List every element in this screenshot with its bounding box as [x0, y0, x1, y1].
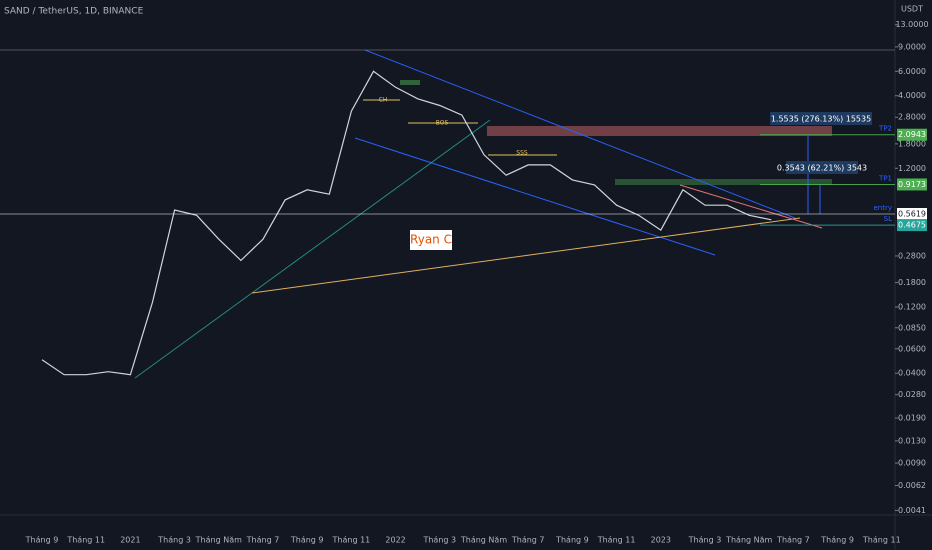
y-tick-label: 2.8000: [898, 113, 926, 122]
price-tag-label: 0.9173: [898, 180, 926, 189]
zone: [400, 80, 420, 85]
x-tick-label: Tháng 9: [555, 536, 589, 545]
y-tick-label: 0.0090: [898, 459, 926, 468]
y-tick-label: 0.0850: [898, 323, 926, 332]
y-tick-label: 0.0280: [898, 390, 926, 399]
y-tick-label: 6.0000: [898, 67, 926, 76]
x-tick-label: Tháng 7: [246, 536, 280, 545]
trend-line: [134, 119, 491, 379]
x-tick-label: Tháng Năm: [725, 536, 772, 545]
x-tick-label: Tháng Năm: [460, 536, 507, 545]
x-tick-label: Tháng 7: [776, 536, 810, 545]
structure-label: SSS: [516, 150, 528, 157]
x-tick-label: Tháng 9: [290, 536, 324, 545]
x-tick-label: Tháng Năm: [195, 536, 242, 545]
x-tick-label: Tháng 9: [820, 536, 854, 545]
demand-zone: [615, 179, 832, 185]
x-tick-label: 2023: [651, 536, 671, 545]
watermark: Ryan C: [410, 233, 452, 247]
level-name: SL: [884, 215, 892, 223]
level-name: TP1: [878, 174, 892, 182]
measure-box: [770, 112, 872, 125]
y-tick-label: 1.8000: [898, 139, 926, 148]
price-tag-label: 0.5619: [898, 209, 926, 218]
supply-zone: [487, 126, 832, 136]
x-tick-label: Tháng 11: [862, 536, 901, 545]
x-tick-label: Tháng 3: [157, 536, 191, 545]
price-tag-label: 0.4675: [898, 221, 926, 230]
y-tick-label: 0.2800: [898, 251, 926, 260]
structure-label: CH: [379, 97, 388, 104]
level-name: TP2: [878, 125, 892, 133]
chart-title: SAND / TetherUS, 1D, BINANCE: [4, 7, 144, 17]
channel-line: [364, 49, 796, 219]
structure-label: BOS: [436, 120, 449, 127]
price-line: [41, 70, 772, 376]
y-tick-label: 0.0041: [898, 506, 926, 515]
measure-label: 0.3543 (62.21%) 3543: [777, 164, 867, 173]
x-tick-label: 2022: [385, 536, 405, 545]
x-tick-label: Tháng 7: [511, 536, 545, 545]
x-tick-label: Tháng 3: [688, 536, 722, 545]
y-tick-label: 4.0000: [898, 91, 926, 100]
trend-line: [679, 184, 823, 229]
level-name: entry: [873, 204, 892, 212]
x-tick-label: Tháng 11: [332, 536, 371, 545]
price-tag-label: 2.0943: [898, 130, 926, 139]
x-tick-label: Tháng 3: [422, 536, 456, 545]
price-tag: [897, 128, 927, 141]
price-tag: [897, 207, 927, 220]
watermark-box: [410, 230, 452, 250]
measure-label: 1.5535 (276.13%) 15535: [771, 115, 871, 124]
channel-line: [354, 137, 716, 256]
x-tick-label: Tháng 11: [66, 536, 105, 545]
x-tick-label: 2021: [120, 536, 140, 545]
price-tag: [897, 219, 927, 232]
y-tick-label: 0.0062: [898, 481, 926, 490]
y-tick-label: 1.2000: [898, 164, 926, 173]
y-tick-label: 0.1200: [898, 303, 926, 312]
x-tick-label: Tháng 11: [597, 536, 636, 545]
y-unit: USDT: [901, 5, 923, 14]
y-tick-label: 0.0130: [898, 436, 926, 445]
y-tick-label: 0.1800: [898, 278, 926, 287]
x-tick-label: Tháng 9: [25, 536, 59, 545]
y-tick-label: 0.0400: [898, 369, 926, 378]
y-tick-label: 13.0000: [895, 20, 928, 29]
measure-box: [786, 161, 858, 174]
price-tag: [897, 178, 927, 191]
y-tick-label: 9.0000: [898, 42, 926, 51]
y-tick-label: 0.0190: [898, 414, 926, 423]
trend-line: [251, 217, 801, 294]
y-tick-label: 0.0600: [898, 344, 926, 353]
